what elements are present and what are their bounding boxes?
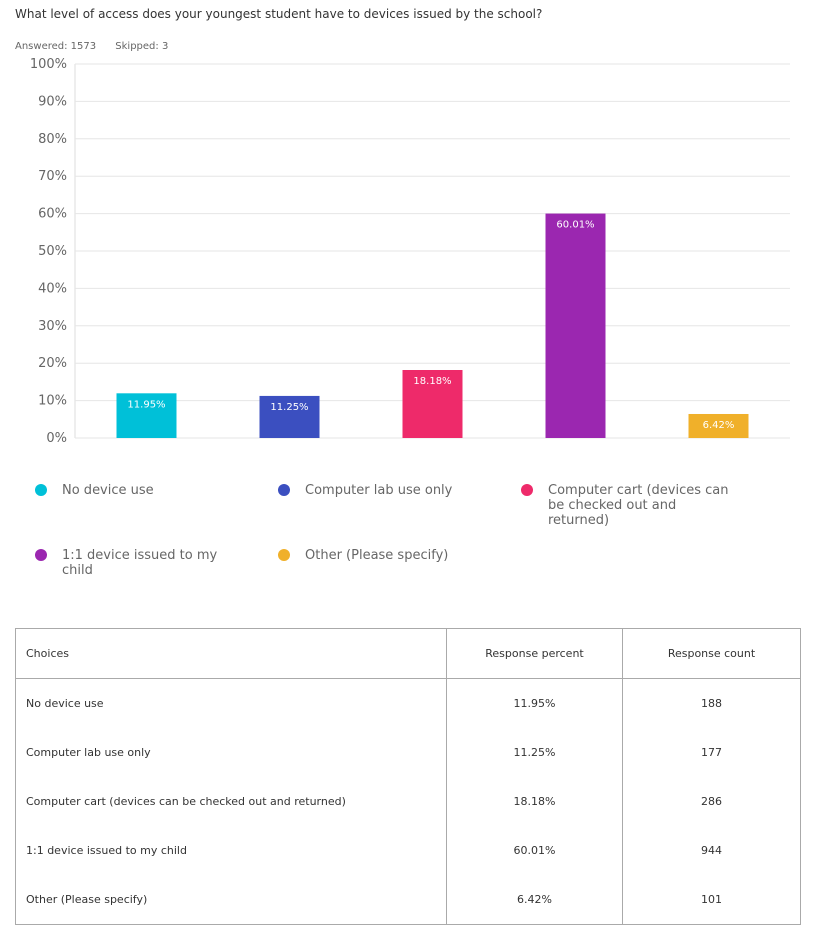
table-row: 1:1 device issued to my child 60.01% 944 [15, 826, 801, 875]
y-tick-label: 10% [38, 394, 67, 409]
response-stats: Answered: 1573 Skipped: 3 [15, 41, 184, 52]
legend-label: 1:1 device issued to my child [62, 548, 218, 578]
table-row: No device use 11.95% 188 [15, 678, 801, 728]
header-response-percent: Response percent [446, 628, 623, 679]
row-count: 944 [622, 826, 801, 875]
row-percent: 11.25% [446, 728, 623, 777]
table-row: Computer lab use only 11.25% 177 [15, 728, 801, 777]
row-choice: 1:1 device issued to my child [15, 826, 447, 875]
legend-dot-icon [35, 549, 47, 561]
row-choice: No device use [15, 678, 447, 728]
answered-count: Answered: 1573 [15, 41, 97, 52]
y-tick-label: 0% [46, 431, 67, 446]
header-choices: Choices [15, 628, 447, 679]
row-count: 286 [622, 777, 801, 826]
bar [402, 370, 463, 438]
bar [688, 413, 749, 438]
legend-label: Other (Please specify) [305, 548, 449, 563]
bar [545, 213, 606, 438]
bar-value-label: 11.25% [270, 402, 308, 413]
row-count: 177 [622, 728, 801, 777]
row-choice: Computer lab use only [15, 728, 447, 777]
bar-chart: 0% 10% 20% 30% 40% 50% 60% 70% 80% 90% 100% 11.95% 1… [30, 57, 790, 446]
row-choice: Other (Please specify) [15, 875, 447, 925]
table-row: Other (Please specify) 6.42% 101 [15, 875, 801, 925]
bar-value-label: 18.18% [413, 376, 451, 387]
table-header-row: Choices Response percent Response count [15, 628, 801, 679]
y-tick-label: 70% [38, 169, 67, 184]
row-choice: Computer cart (devices can be checked ou… [15, 777, 447, 826]
legend-dot-icon [521, 484, 533, 496]
y-tick-label: 20% [38, 356, 67, 371]
y-tick-label: 40% [38, 281, 67, 296]
legend-label: Computer cart (devices can be checked ou… [548, 483, 729, 528]
header-response-count: Response count [622, 628, 801, 679]
skipped-count: Skipped: 3 [115, 41, 169, 52]
question-title: What level of access does your youngest … [15, 7, 543, 21]
y-tick-label: 30% [38, 319, 67, 334]
row-percent: 18.18% [446, 777, 623, 826]
legend-dot-icon [35, 484, 47, 496]
y-tick-label: 80% [38, 132, 67, 147]
bar [259, 395, 320, 438]
y-tick-label: 60% [38, 207, 67, 222]
row-percent: 60.01% [446, 826, 623, 875]
bar-value-label: 60.01% [556, 220, 594, 231]
y-tick-label: 90% [38, 94, 67, 109]
legend-label: No device use [62, 483, 154, 498]
row-percent: 11.95% [446, 678, 623, 728]
row-percent: 6.42% [446, 875, 623, 925]
row-count: 188 [622, 678, 801, 728]
row-count: 101 [622, 875, 801, 925]
y-tick-label: 50% [38, 244, 67, 259]
bar [116, 393, 177, 438]
legend-label: Computer lab use only [305, 483, 453, 498]
legend-dot-icon [278, 549, 290, 561]
bar-value-label: 11.95% [127, 399, 165, 410]
bar-value-label: 6.42% [703, 420, 735, 431]
legend-dot-icon [278, 484, 290, 496]
table-row: Computer cart (devices can be checked ou… [15, 777, 801, 826]
response-table: Choices Response percent Response count … [15, 628, 801, 925]
y-tick-label: 100% [30, 57, 67, 72]
